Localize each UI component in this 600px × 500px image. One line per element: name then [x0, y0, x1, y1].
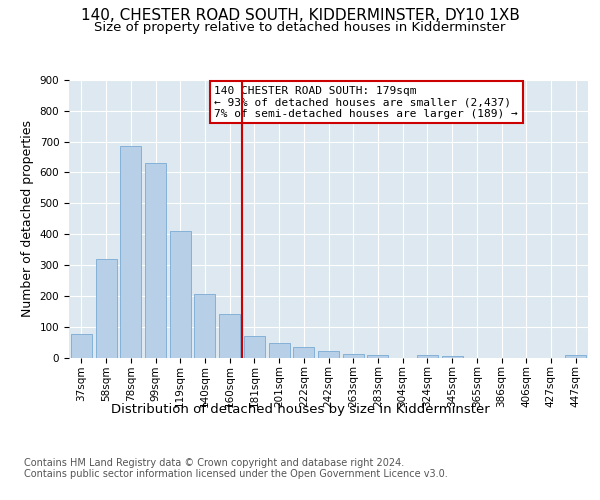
Bar: [343, 354, 364, 358]
Y-axis label: Number of detached properties: Number of detached properties: [21, 120, 34, 318]
Bar: [95, 259, 116, 358]
Bar: [293, 346, 314, 358]
Text: Distribution of detached houses by size in Kidderminster: Distribution of detached houses by size …: [110, 402, 490, 415]
Bar: [145, 163, 166, 358]
Bar: [318, 350, 339, 358]
Bar: [194, 294, 215, 358]
Text: Size of property relative to detached houses in Kidderminster: Size of property relative to detached ho…: [94, 21, 506, 34]
Bar: [219, 314, 240, 358]
Bar: [565, 356, 586, 358]
Text: Contains HM Land Registry data © Crown copyright and database right 2024.
Contai: Contains HM Land Registry data © Crown c…: [24, 458, 448, 479]
Bar: [367, 355, 388, 358]
Bar: [170, 231, 191, 358]
Bar: [417, 356, 438, 358]
Bar: [71, 334, 92, 357]
Bar: [442, 356, 463, 358]
Bar: [269, 343, 290, 357]
Text: 140, CHESTER ROAD SOUTH, KIDDERMINSTER, DY10 1XB: 140, CHESTER ROAD SOUTH, KIDDERMINSTER, …: [80, 8, 520, 22]
Bar: [244, 336, 265, 357]
Bar: [120, 146, 141, 358]
Text: 140 CHESTER ROAD SOUTH: 179sqm
← 93% of detached houses are smaller (2,437)
7% o: 140 CHESTER ROAD SOUTH: 179sqm ← 93% of …: [214, 86, 518, 118]
